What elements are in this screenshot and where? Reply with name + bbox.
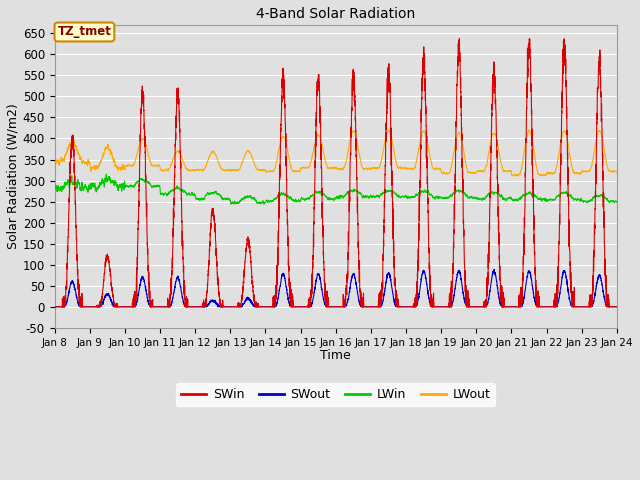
- Y-axis label: Solar Radiation (W/m2): Solar Radiation (W/m2): [7, 104, 20, 249]
- X-axis label: Time: Time: [321, 349, 351, 362]
- Text: TZ_tmet: TZ_tmet: [58, 25, 111, 38]
- Title: 4-Band Solar Radiation: 4-Band Solar Radiation: [256, 7, 415, 21]
- Legend: SWin, SWout, LWin, LWout: SWin, SWout, LWin, LWout: [177, 384, 495, 407]
